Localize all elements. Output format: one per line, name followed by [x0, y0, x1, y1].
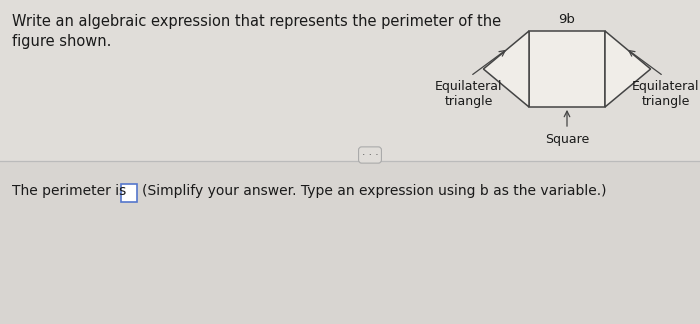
Text: · · ·: · · · [362, 150, 378, 160]
Text: Write an algebraic expression that represents the perimeter of the
figure shown.: Write an algebraic expression that repre… [12, 14, 501, 49]
Text: Equilateral
triangle: Equilateral triangle [632, 80, 699, 108]
Polygon shape [529, 31, 605, 107]
Text: Equilateral
triangle: Equilateral triangle [435, 80, 502, 108]
Bar [0, 161, 700, 324]
Polygon shape [605, 31, 650, 107]
Text: (Simplify your answer. Type an expression using b as the variable.): (Simplify your answer. Type an expressio… [142, 184, 606, 198]
Text: The perimeter is: The perimeter is [12, 184, 126, 198]
Bar [121, 184, 137, 202]
Text: 9b: 9b [559, 13, 575, 26]
Text: Square: Square [545, 133, 589, 146]
Polygon shape [484, 31, 529, 107]
Bar [0, 0, 700, 161]
